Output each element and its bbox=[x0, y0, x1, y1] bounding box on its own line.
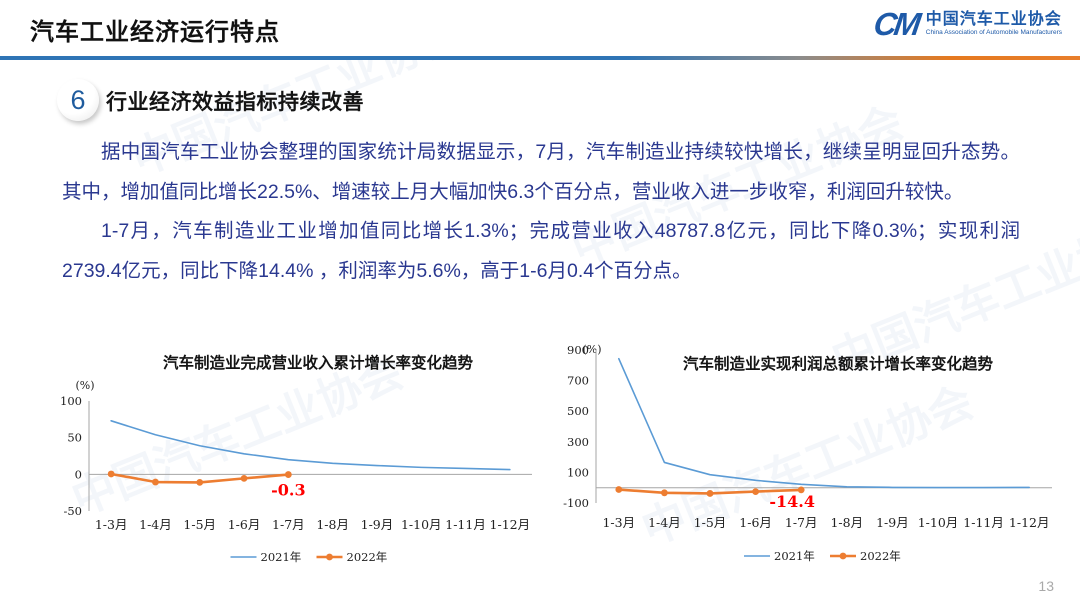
caam-logo-icon: CM bbox=[871, 6, 921, 42]
svg-text:100: 100 bbox=[60, 394, 82, 408]
svg-text:700: 700 bbox=[567, 374, 589, 388]
page-number: 13 bbox=[1038, 578, 1054, 594]
chart-canvas: 汽车制造业实现利润总额累计增长率变化趋势 (%)900 700 500 300 100 -1… bbox=[563, 343, 1052, 563]
svg-text:2021年: 2021年 bbox=[261, 550, 302, 564]
body-text: 据中国汽车工业协会整理的国家统计局数据显示，7月，汽车制造业持续较快增长，继续呈… bbox=[62, 133, 1020, 291]
paragraph-1: 据中国汽车工业协会整理的国家统计局数据显示，7月，汽车制造业持续较快增长，继续呈… bbox=[62, 141, 1020, 203]
svg-text:1-8月: 1-8月 bbox=[316, 517, 349, 532]
svg-text:1-3月: 1-3月 bbox=[602, 515, 635, 530]
profit-growth-chart: 汽车制造业实现利润总额累计增长率变化趋势 (%) 900 700 500 300 100 -1… bbox=[550, 335, 1065, 585]
svg-text:1-10月: 1-10月 bbox=[918, 515, 959, 530]
svg-text:-0.3: -0.3 bbox=[271, 481, 305, 500]
svg-text:1-4月: 1-4月 bbox=[139, 517, 172, 532]
svg-text:100: 100 bbox=[567, 465, 589, 479]
svg-text:900: 900 bbox=[567, 343, 589, 357]
svg-text:1-8月: 1-8月 bbox=[830, 515, 863, 530]
svg-text:1-6月: 1-6月 bbox=[739, 515, 772, 530]
svg-text:2021年: 2021年 bbox=[774, 549, 815, 563]
svg-text:-50: -50 bbox=[63, 504, 82, 518]
section-number-badge: 6 bbox=[57, 79, 99, 121]
svg-text:(%): (%) bbox=[75, 379, 94, 392]
chart-canvas: 汽车制造业完成营业收入累计增长率变化趋势 (%) 100 50 0 -50 1-3月 1-4月… bbox=[60, 353, 532, 564]
svg-text:-14.4: -14.4 bbox=[769, 492, 815, 511]
svg-text:1-12月: 1-12月 bbox=[1009, 515, 1050, 530]
svg-text:300: 300 bbox=[567, 435, 589, 449]
svg-text:汽车制造业完成营业收入累计增长率变化趋势: 汽车制造业完成营业收入累计增长率变化趋势 bbox=[163, 353, 474, 372]
caam-logo-name-cn: 中国汽车工业协会 bbox=[925, 11, 1062, 29]
svg-text:1-11月: 1-11月 bbox=[963, 515, 1004, 530]
svg-text:50: 50 bbox=[67, 431, 82, 445]
page-title: 汽车工业经济运行特点 bbox=[30, 19, 280, 46]
svg-text:1-11月: 1-11月 bbox=[445, 517, 486, 532]
svg-text:0: 0 bbox=[75, 467, 82, 481]
caam-logo-name-en: China Association of Automobile Manufact… bbox=[925, 29, 1062, 37]
svg-text:500: 500 bbox=[567, 404, 589, 418]
header-divider bbox=[0, 56, 1080, 60]
svg-text:1-9月: 1-9月 bbox=[876, 515, 909, 530]
svg-text:1-10月: 1-10月 bbox=[401, 517, 442, 532]
svg-text:1-6月: 1-6月 bbox=[228, 517, 261, 532]
svg-text:1-5月: 1-5月 bbox=[183, 517, 216, 532]
svg-text:1-7月: 1-7月 bbox=[272, 517, 305, 532]
revenue-growth-chart: 汽车制造业完成营业收入累计增长率变化趋势 (%) 100 50 0 -50 1-3月 1-4月… bbox=[40, 345, 540, 585]
svg-text:1-9月: 1-9月 bbox=[361, 517, 394, 532]
svg-text:-100: -100 bbox=[563, 496, 589, 510]
section-heading: 行业经济效益指标持续改善 bbox=[106, 91, 364, 114]
slide-header: 汽车工业经济运行特点 CM 中国汽车工业协会 China Association… bbox=[0, 0, 1080, 56]
caam-logo-text: 中国汽车工业协会 China Association of Automobile… bbox=[926, 11, 1062, 37]
svg-text:1-12月: 1-12月 bbox=[490, 517, 531, 532]
svg-text:(%): (%) bbox=[582, 343, 601, 356]
caam-logo: CM 中国汽车工业协会 China Association of Automob… bbox=[871, 6, 1062, 42]
svg-text:1-3月: 1-3月 bbox=[95, 517, 128, 532]
svg-text:汽车制造业实现利润总额累计增长率变化趋势: 汽车制造业实现利润总额累计增长率变化趋势 bbox=[683, 354, 994, 373]
svg-text:2022年: 2022年 bbox=[347, 550, 388, 564]
svg-text:1-7月: 1-7月 bbox=[785, 515, 818, 530]
svg-text:1-5月: 1-5月 bbox=[694, 515, 727, 530]
paragraph-2: 1-7月，汽车制造业工业增加值同比增长1.3%；完成营业收入48787.8亿元，… bbox=[62, 220, 1020, 282]
svg-text:1-4月: 1-4月 bbox=[648, 515, 681, 530]
svg-text:2022年: 2022年 bbox=[860, 549, 901, 563]
